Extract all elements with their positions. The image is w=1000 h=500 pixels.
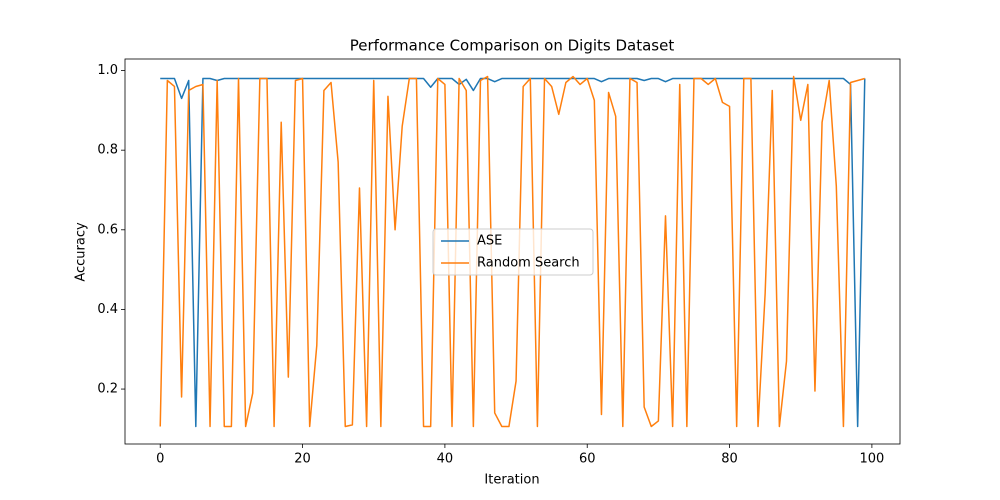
y-tick-label: 1.0 (97, 63, 118, 78)
x-axis-label: Iteration (484, 473, 539, 488)
x-tick-label: 100 (859, 452, 884, 467)
y-tick-label: 0.2 (97, 382, 118, 397)
x-tick-label: 20 (294, 452, 311, 467)
x-tick-label: 80 (721, 452, 738, 467)
y-axis-label: Accuracy (74, 222, 89, 282)
x-tick-label: 0 (156, 452, 164, 467)
x-tick-label: 40 (437, 452, 454, 467)
x-tick-label: 60 (579, 452, 596, 467)
legend-label: Random Search (477, 256, 580, 271)
chart-title: Performance Comparison on Digits Dataset (350, 37, 675, 55)
legend-label: ASE (477, 234, 502, 249)
line-series (159, 75, 865, 428)
legend-box (432, 228, 594, 276)
y-tick-label: 0.8 (97, 143, 118, 158)
y-tick-label: 0.6 (97, 222, 118, 237)
y-tick-label: 0.4 (97, 302, 118, 317)
plot-frame (124, 58, 901, 445)
